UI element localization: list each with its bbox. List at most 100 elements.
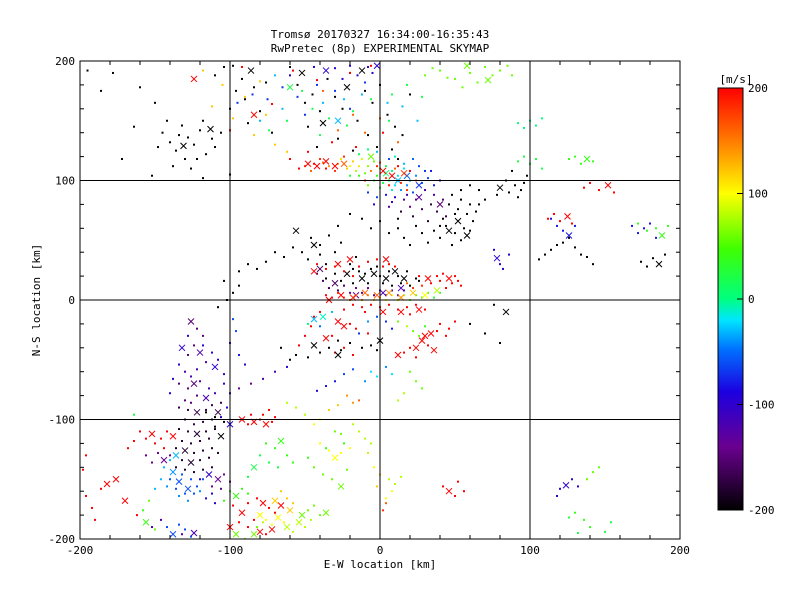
point-dot-marker xyxy=(220,487,222,490)
point-dot-marker xyxy=(370,267,372,270)
point-dot-marker xyxy=(646,265,648,268)
point-dot-marker xyxy=(445,224,447,227)
point-dot-marker xyxy=(334,272,336,275)
point-dot-marker xyxy=(307,150,309,153)
point-x-marker xyxy=(565,232,573,239)
point-dot-marker xyxy=(334,430,336,433)
point-dot-marker xyxy=(193,423,195,426)
point-dot-marker xyxy=(85,454,87,457)
point-dot-marker xyxy=(574,246,576,249)
point-dot-marker xyxy=(341,107,344,110)
point-dot-marker xyxy=(364,272,366,275)
point-dot-marker xyxy=(304,113,306,116)
point-dot-marker xyxy=(352,303,354,306)
point-dot-marker xyxy=(298,344,300,347)
point-dot-marker xyxy=(148,499,150,502)
point-dot-marker xyxy=(520,189,522,192)
point-x-marker xyxy=(496,184,504,192)
point-dot-marker xyxy=(370,344,372,347)
point-dot-marker xyxy=(499,69,501,72)
point-x-marker xyxy=(178,344,186,352)
point-dot-marker xyxy=(286,365,288,368)
colorbar-tick-label: 200 xyxy=(748,82,768,95)
point-dot-marker xyxy=(262,521,264,524)
point-x-marker xyxy=(217,432,225,440)
point-dot-marker xyxy=(205,497,207,500)
point-x-marker xyxy=(346,256,354,263)
point-dot-marker xyxy=(142,509,144,512)
point-dot-marker xyxy=(460,189,462,192)
point-dot-marker xyxy=(307,322,309,325)
point-dot-marker xyxy=(178,428,180,431)
point-dot-marker xyxy=(217,306,219,309)
point-dot-marker xyxy=(211,485,213,488)
point-dot-marker xyxy=(340,241,342,244)
point-x-marker xyxy=(463,232,471,239)
point-dot-marker xyxy=(343,98,345,101)
point-dot-marker xyxy=(340,157,342,160)
point-dot-marker xyxy=(334,169,336,172)
point-dot-marker xyxy=(244,95,246,98)
point-dot-marker xyxy=(376,265,378,268)
point-dot-marker xyxy=(274,416,276,419)
point-dot-marker xyxy=(313,504,315,507)
point-dot-marker xyxy=(322,279,324,282)
point-dot-marker xyxy=(376,146,378,149)
point-dot-marker xyxy=(553,212,555,215)
point-dot-marker xyxy=(337,137,339,140)
point-x-marker xyxy=(247,67,255,74)
point-dot-marker xyxy=(205,411,207,414)
point-dot-marker xyxy=(424,169,426,172)
point-dot-marker xyxy=(349,447,351,450)
point-dot-marker xyxy=(241,487,243,490)
point-dot-marker xyxy=(325,385,327,388)
point-dot-marker xyxy=(370,169,372,172)
point-dot-marker xyxy=(181,124,183,127)
point-dot-marker xyxy=(418,165,420,168)
point-x-marker xyxy=(271,497,279,505)
point-dot-marker xyxy=(100,89,102,92)
point-dot-marker xyxy=(211,447,213,450)
grid-lines xyxy=(80,61,680,539)
point-dot-marker xyxy=(100,487,102,490)
point-dot-marker xyxy=(382,181,384,184)
point-dot-marker xyxy=(316,83,318,86)
point-dot-marker xyxy=(187,430,189,433)
point-dot-marker xyxy=(415,356,417,359)
point-dot-marker xyxy=(247,122,249,125)
point-dot-marker xyxy=(397,157,399,160)
point-dot-marker xyxy=(340,349,342,352)
point-x-marker xyxy=(180,142,187,150)
point-dot-marker xyxy=(256,497,258,500)
point-dot-marker xyxy=(343,270,345,273)
point-dot-marker xyxy=(232,318,234,321)
point-x-marker xyxy=(310,315,318,323)
point-dot-marker xyxy=(296,95,299,98)
y-tick-label: 100 xyxy=(55,175,75,188)
point-x-marker xyxy=(184,485,192,493)
point-dot-marker xyxy=(319,351,321,354)
point-dot-marker xyxy=(484,332,486,335)
point-dot-marker xyxy=(301,89,303,92)
point-x-marker xyxy=(430,346,438,354)
point-dot-marker xyxy=(154,487,156,490)
point-dot-marker xyxy=(274,511,276,514)
point-dot-marker xyxy=(340,432,342,435)
point-dot-marker xyxy=(250,382,252,385)
point-dot-marker xyxy=(217,451,219,454)
point-dot-marker xyxy=(268,408,270,411)
point-dot-marker xyxy=(394,196,396,199)
point-x-marker xyxy=(175,478,183,485)
point-dot-marker xyxy=(190,478,192,481)
point-x-marker xyxy=(322,158,330,165)
point-dot-marker xyxy=(281,107,284,110)
point-dot-marker xyxy=(349,71,351,74)
x-axis-label: E-W location [km] xyxy=(324,558,437,571)
point-dot-marker xyxy=(358,265,360,268)
point-dot-marker xyxy=(296,83,299,86)
point-dot-marker xyxy=(460,284,462,287)
point-dot-marker xyxy=(265,113,267,116)
point-dot-marker xyxy=(506,64,509,67)
point-dot-marker xyxy=(175,447,177,450)
point-dot-marker xyxy=(421,387,423,390)
